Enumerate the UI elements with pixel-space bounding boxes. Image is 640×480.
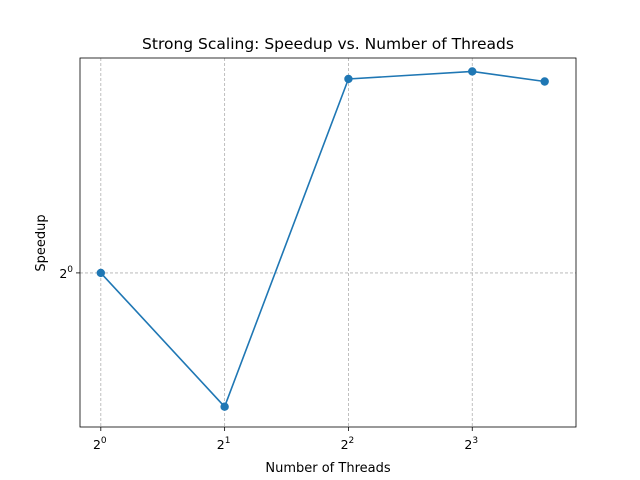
x-axis-label: Number of Threads xyxy=(265,461,390,476)
speedup-line xyxy=(100,70,545,409)
plot-frame xyxy=(79,57,577,428)
tick-layer: 20 21 22 23 20 xyxy=(59,265,478,452)
speedup-point xyxy=(344,74,353,84)
speedup-point xyxy=(220,402,229,411)
speedup-point xyxy=(540,77,549,86)
x-tick-label: 23 xyxy=(464,436,478,452)
speedup-point xyxy=(96,268,106,278)
series-layer xyxy=(96,67,549,411)
grid-layer xyxy=(80,58,576,427)
x-tick-label: 21 xyxy=(217,436,231,452)
x-tick-label: 20 xyxy=(93,436,107,452)
y-tick-label: 20 xyxy=(59,265,73,281)
speedup-point xyxy=(468,67,477,76)
chart-title: Strong Scaling: Speedup vs. Number of Th… xyxy=(142,35,514,53)
y-axis-label: Speedup xyxy=(34,214,49,271)
x-tick-label: 22 xyxy=(341,436,355,452)
